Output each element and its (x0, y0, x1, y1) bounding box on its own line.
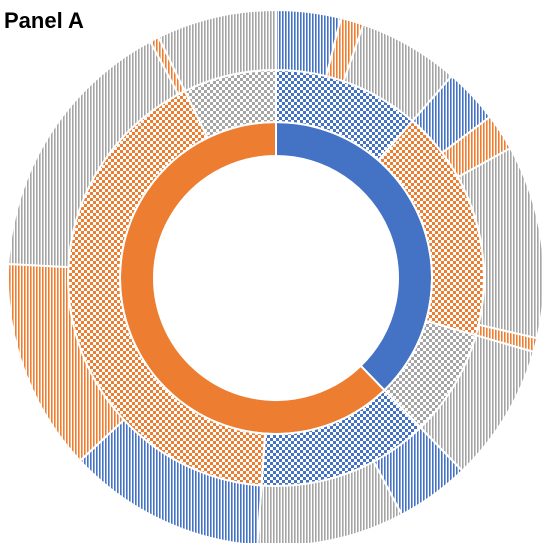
chart-title: Panel A (4, 8, 84, 33)
ring-segment (157, 8, 277, 93)
